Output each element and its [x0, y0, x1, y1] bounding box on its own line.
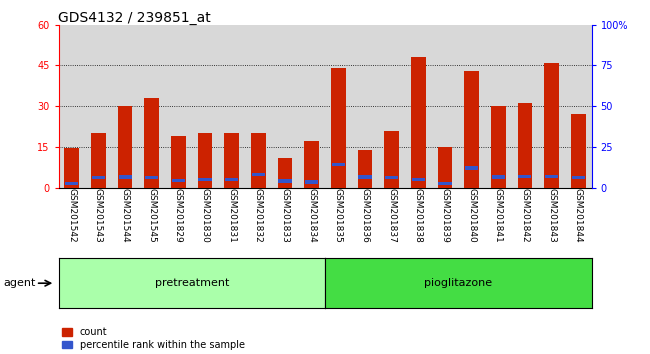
- Bar: [92, 176, 105, 179]
- Text: GSM201839: GSM201839: [441, 188, 449, 242]
- Text: GSM201837: GSM201837: [387, 188, 396, 242]
- Bar: [198, 178, 212, 181]
- Text: GSM201840: GSM201840: [467, 188, 476, 242]
- Bar: [144, 98, 159, 188]
- Text: pretreatment: pretreatment: [155, 278, 229, 288]
- Bar: [437, 147, 452, 188]
- Bar: [225, 178, 239, 181]
- Text: GSM201831: GSM201831: [227, 188, 236, 242]
- Bar: [278, 158, 292, 188]
- Text: GSM201838: GSM201838: [414, 188, 422, 242]
- Bar: [305, 180, 318, 183]
- Bar: [304, 142, 319, 188]
- Text: GSM201835: GSM201835: [334, 188, 343, 242]
- Text: GDS4132 / 239851_at: GDS4132 / 239851_at: [58, 11, 211, 25]
- Bar: [384, 131, 399, 188]
- Bar: [145, 176, 159, 179]
- Bar: [331, 68, 346, 188]
- Text: GSM201829: GSM201829: [174, 188, 183, 242]
- Bar: [224, 133, 239, 188]
- Bar: [385, 176, 398, 179]
- Legend: count, percentile rank within the sample: count, percentile rank within the sample: [58, 323, 249, 354]
- Text: pioglitazone: pioglitazone: [424, 278, 492, 288]
- Bar: [571, 114, 586, 188]
- Bar: [491, 176, 505, 179]
- Bar: [518, 175, 532, 178]
- Bar: [332, 163, 345, 166]
- Text: GSM201843: GSM201843: [547, 188, 556, 242]
- Bar: [411, 57, 426, 188]
- Text: GSM201545: GSM201545: [148, 188, 156, 242]
- Bar: [91, 133, 106, 188]
- Bar: [465, 166, 478, 170]
- Bar: [358, 176, 372, 179]
- Text: GSM201841: GSM201841: [494, 188, 502, 242]
- Bar: [172, 179, 185, 182]
- Bar: [252, 173, 265, 176]
- Bar: [198, 133, 213, 188]
- Bar: [571, 176, 585, 179]
- Bar: [358, 150, 372, 188]
- Bar: [65, 182, 79, 185]
- Bar: [491, 106, 506, 188]
- Bar: [545, 175, 558, 178]
- Text: GSM201833: GSM201833: [281, 188, 289, 242]
- Text: GSM201832: GSM201832: [254, 188, 263, 242]
- Bar: [278, 179, 292, 183]
- Text: GSM201842: GSM201842: [521, 188, 529, 242]
- Bar: [64, 148, 79, 188]
- Bar: [517, 103, 532, 188]
- Bar: [411, 178, 425, 181]
- Text: GSM201830: GSM201830: [201, 188, 209, 242]
- Text: GSM201834: GSM201834: [307, 188, 316, 242]
- Text: GSM201542: GSM201542: [68, 188, 76, 242]
- Text: agent: agent: [3, 278, 36, 288]
- Bar: [251, 133, 266, 188]
- Bar: [544, 63, 559, 188]
- Bar: [171, 136, 186, 188]
- Bar: [118, 176, 132, 179]
- Text: GSM201544: GSM201544: [121, 188, 129, 242]
- Text: GSM201844: GSM201844: [574, 188, 582, 242]
- Bar: [438, 182, 452, 185]
- Text: GSM201836: GSM201836: [361, 188, 369, 242]
- Text: GSM201543: GSM201543: [94, 188, 103, 242]
- Bar: [464, 71, 479, 188]
- Bar: [118, 106, 133, 188]
